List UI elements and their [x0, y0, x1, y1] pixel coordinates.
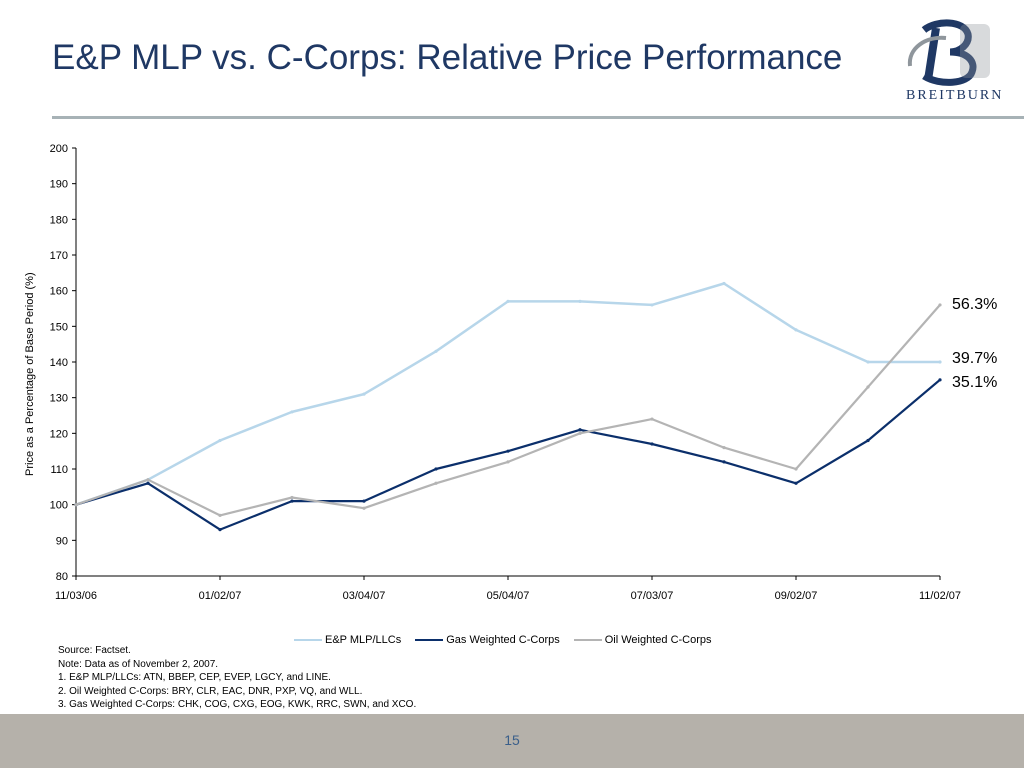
series-2-point — [218, 513, 222, 517]
legend-label-gas: Gas Weighted C-Corps — [446, 634, 560, 646]
gas-return-callout: 35.1% — [952, 374, 998, 391]
mlp-return-callout: 39.7% — [952, 350, 998, 367]
series-0-point — [866, 360, 870, 364]
y-tick-label: 200 — [50, 143, 68, 155]
series-2-point — [650, 417, 654, 421]
y-tick-label: 130 — [50, 393, 68, 405]
footer-bar: 15 — [0, 714, 1024, 768]
series-2-point — [434, 481, 438, 485]
series-0-point — [794, 328, 798, 332]
slide-title: E&P MLP vs. C-Corps: Relative Price Perf… — [52, 38, 843, 77]
x-tick-label: 01/02/07 — [199, 590, 242, 602]
legend-label-oil: Oil Weighted C-Corps — [604, 634, 712, 646]
legend-swatch-gas — [415, 639, 444, 641]
series-0-point — [362, 392, 366, 396]
series-2-point — [866, 385, 870, 389]
series-2-point — [794, 467, 798, 471]
series-2-point — [290, 495, 294, 500]
x-tick-label: 03/04/07 — [343, 590, 386, 602]
note-mlp-list: 1. E&P MLP/LLCs: ATN, BBEP, CEP, EVEP, L… — [58, 672, 331, 683]
series-0-point — [650, 303, 654, 307]
y-tick-label: 190 — [50, 179, 68, 191]
series-1-point — [866, 438, 870, 443]
y-tick-label: 80 — [56, 571, 68, 583]
series-2-point — [74, 503, 78, 507]
legend-item-oil: Oil Weighted C-Corps — [573, 634, 712, 646]
legend-label-mlp: E&P MLP/LLCs — [325, 634, 402, 646]
legend-swatch-mlp — [294, 639, 322, 641]
series-1-point — [290, 499, 294, 503]
y-tick-label: 120 — [50, 428, 68, 440]
series-0-point — [218, 438, 222, 443]
x-tick-label: 05/04/07 — [487, 590, 530, 602]
y-tick-label: 110 — [50, 464, 68, 476]
oil-return-callout: 56.3% — [952, 296, 998, 313]
y-tick-label: 100 — [50, 500, 68, 512]
series-1-point — [146, 481, 150, 485]
series-0-point — [434, 349, 438, 353]
legend-item-mlp: E&P MLP/LLCs — [294, 634, 401, 646]
series-line-0 — [74, 282, 942, 506]
x-tick-label: 09/02/07 — [775, 590, 818, 602]
series-2-point — [578, 431, 582, 435]
series-0-point — [722, 281, 726, 286]
series-2-point — [938, 303, 942, 307]
breitburn-logo: BREITBURN — [902, 18, 1020, 104]
title-divider — [52, 116, 1024, 119]
y-tick-label: 140 — [50, 357, 68, 369]
y-tick-label: 160 — [50, 286, 68, 298]
page-number: 15 — [504, 732, 520, 748]
y-tick-label: 170 — [50, 250, 68, 262]
note-source: Source: Factset. — [58, 645, 131, 656]
legend-item-gas: Gas Weighted C-Corps — [415, 634, 560, 646]
source-notes: Source: Factset. Note: Data as of Novemb… — [58, 644, 416, 712]
series-1-point — [938, 378, 942, 382]
legend-swatch-oil — [573, 639, 602, 641]
series-2-point — [362, 506, 366, 510]
x-tick-label: 11/02/07 — [919, 590, 961, 602]
breitburn-logo-icon — [907, 19, 990, 86]
series-1-point — [362, 499, 366, 503]
series-1-point — [578, 428, 582, 432]
series-2-point — [506, 460, 510, 464]
x-tick-label: 11/03/06 — [55, 590, 97, 602]
series-1-point — [722, 460, 726, 464]
note-data-date: Note: Data as of November 2, 2007. — [58, 658, 219, 670]
series-2-point — [146, 478, 150, 482]
series-0-point — [938, 360, 942, 364]
x-tick-label: 07/03/07 — [631, 590, 674, 602]
series-1-point — [218, 528, 222, 532]
price-performance-chart: 80 90 100 110 120 130 140 150 160 170 180 190 200 11/… — [50, 143, 961, 602]
y-tick-label: 150 — [50, 321, 68, 333]
logo-text: BREITBURN — [906, 88, 1004, 103]
series-0-point — [578, 299, 582, 303]
y-tick-label: 180 — [50, 214, 68, 226]
series-1-point — [506, 449, 510, 453]
series-1-point — [794, 481, 798, 485]
y-tick-label: 90 — [56, 535, 68, 547]
series-1-point — [434, 467, 438, 471]
series-2-point — [722, 446, 726, 450]
y-axis-label: Price as a Percentage of Base Period (%) — [24, 272, 36, 476]
chart-legend: E&P MLP/LLCs Gas Weighted C-Corps Oil We… — [294, 634, 712, 646]
note-oil-list: 2. Oil Weighted C-Corps: BRY, CLR, EAC, … — [58, 685, 363, 697]
note-gas-list: 3. Gas Weighted C-Corps: CHK, COG, CXG, … — [58, 699, 417, 710]
series-0-point — [290, 410, 294, 414]
series-0-point — [506, 299, 510, 303]
series-1-point — [650, 442, 654, 446]
